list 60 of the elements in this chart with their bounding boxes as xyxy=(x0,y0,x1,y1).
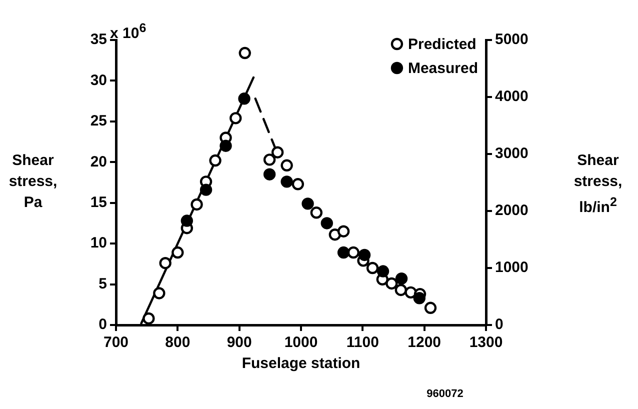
x-tick-label: 1000 xyxy=(284,334,318,352)
y-tick-label: 30 xyxy=(90,72,107,89)
y2-axis-title: Shear stress, lb/in$^{2}$ xyxy=(572,151,624,218)
point xyxy=(280,176,293,188)
y2-tick-label: 4000 xyxy=(495,88,528,106)
y-axis-title: Shear stress, Pa xyxy=(8,151,58,213)
point xyxy=(238,92,250,105)
y-tick-label: 15 xyxy=(90,194,107,211)
legend-label: Measured xyxy=(408,60,478,78)
y-tick-label: 10 xyxy=(90,234,107,252)
point xyxy=(358,248,371,262)
point xyxy=(153,287,166,300)
point xyxy=(159,257,172,270)
y2-tick-label: 0 xyxy=(495,316,504,334)
y-tick-label: 25 xyxy=(90,112,107,130)
legend-label: Predicted xyxy=(408,36,476,54)
y-tick-label: 35 xyxy=(90,31,107,48)
y2-tick-label: 2000 xyxy=(495,202,528,220)
y-tick-label: 5 xyxy=(98,275,107,292)
point xyxy=(190,198,203,211)
point xyxy=(347,246,360,259)
point xyxy=(142,312,155,325)
y-tick-label: 0 xyxy=(98,316,107,334)
point xyxy=(263,168,276,180)
point xyxy=(337,246,350,259)
point xyxy=(172,246,184,259)
point xyxy=(238,46,251,60)
point xyxy=(424,302,437,314)
point xyxy=(271,146,284,158)
x-tick-label: 900 xyxy=(226,334,252,352)
x-tick-label: 1100 xyxy=(346,334,379,352)
point xyxy=(394,284,407,296)
point xyxy=(302,198,314,210)
point xyxy=(376,265,390,278)
point xyxy=(180,214,194,227)
x-axis-title: Fuselage station xyxy=(242,355,360,372)
point xyxy=(413,292,426,304)
x-tick-label: 1200 xyxy=(408,334,442,352)
y2-tick-label: 3000 xyxy=(495,145,528,162)
point xyxy=(395,272,408,285)
point xyxy=(200,184,212,196)
point xyxy=(292,178,304,190)
y2-tick-label: 5000 xyxy=(495,31,528,48)
x-tick-label: 800 xyxy=(165,334,190,352)
point xyxy=(230,112,242,124)
y2-tick-label: 1000 xyxy=(495,259,528,276)
point xyxy=(386,277,398,290)
point xyxy=(320,217,333,230)
point xyxy=(337,225,350,238)
annotation: x 10$^{6}$ xyxy=(110,20,146,44)
point xyxy=(263,154,276,166)
text: 960072 xyxy=(426,387,464,402)
x-tick-label: 1300 xyxy=(469,334,503,352)
point xyxy=(280,159,293,172)
point xyxy=(220,140,232,152)
x-tick-label: 700 xyxy=(103,334,129,352)
point xyxy=(310,206,323,219)
y-tick-label: 20 xyxy=(90,153,107,170)
point xyxy=(366,262,379,274)
point xyxy=(209,154,222,167)
